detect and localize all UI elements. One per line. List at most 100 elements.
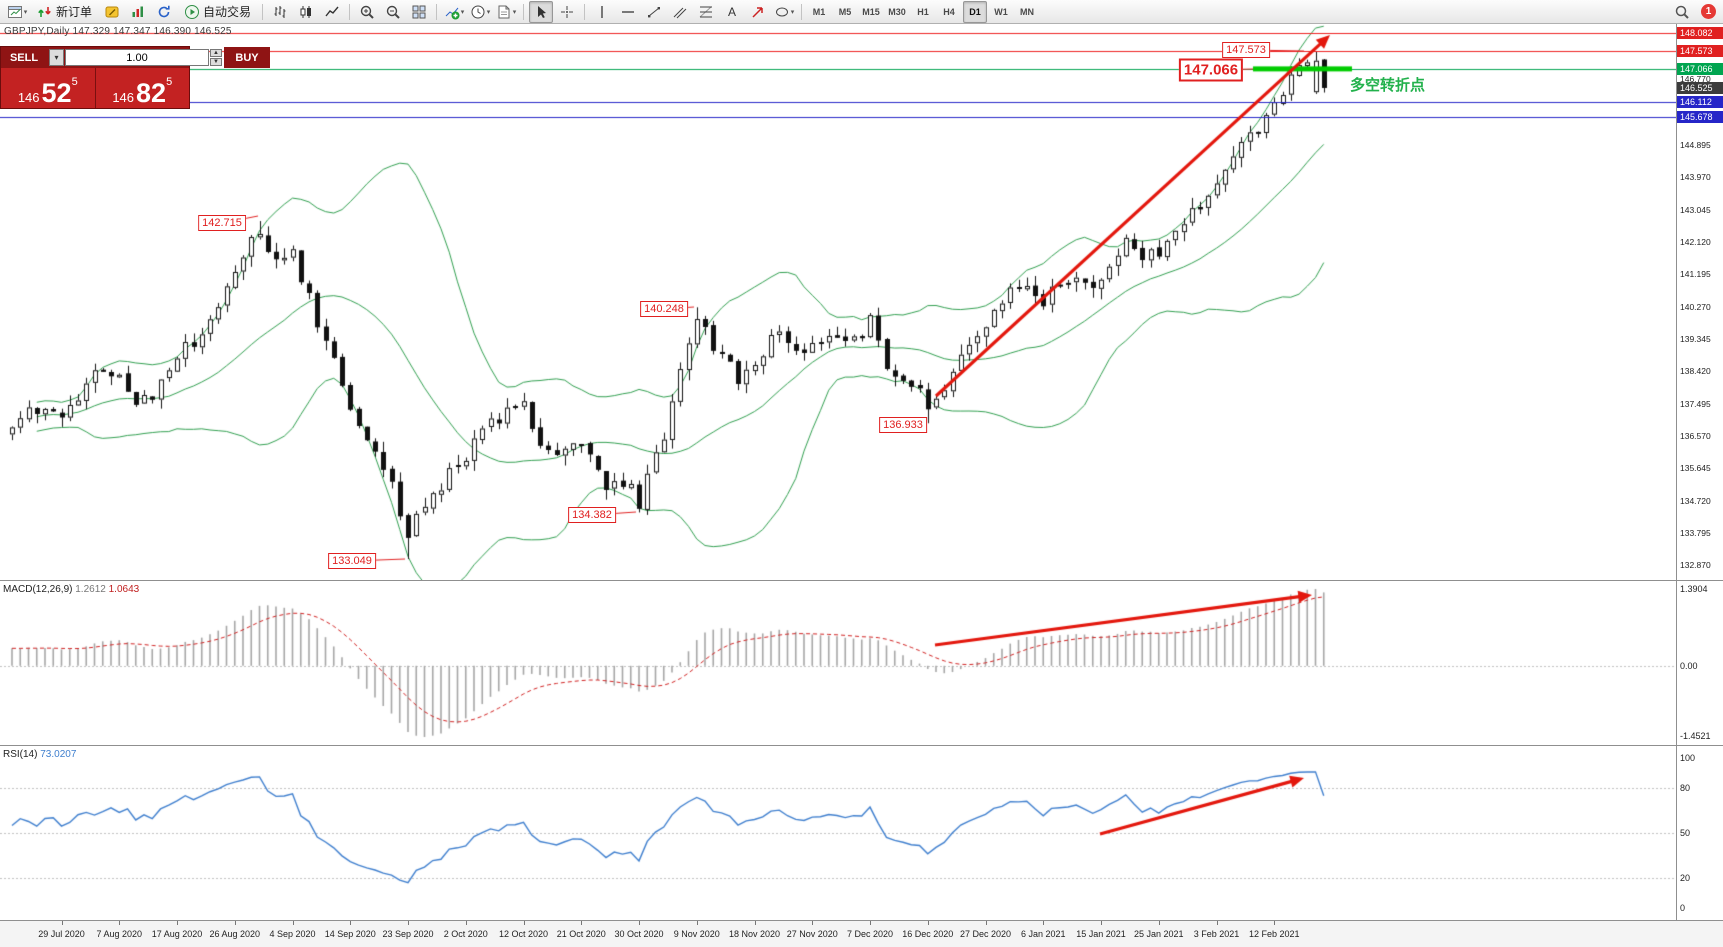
toolbar-separator bbox=[262, 3, 264, 20]
price-axis-label-144-895: 144.895 bbox=[1680, 139, 1711, 150]
timeframe-m1-button[interactable]: M1 bbox=[812, 6, 826, 17]
price-axis-label-143-045: 143.045 bbox=[1680, 204, 1711, 215]
time-tick bbox=[235, 921, 236, 925]
rsi-label: RSI(14) 73.0207 bbox=[3, 749, 76, 760]
date-label: 6 Jan 2021 bbox=[1020, 929, 1066, 939]
new-order-button[interactable]: 新订单 bbox=[31, 1, 98, 23]
price-axis-label-147-066: 147.066 bbox=[1677, 62, 1723, 75]
shapes-button[interactable]: ▾ bbox=[772, 1, 796, 23]
cursor-icon bbox=[533, 4, 549, 20]
timeframe-m5-button[interactable]: M5 bbox=[838, 6, 852, 17]
refresh-button[interactable] bbox=[152, 1, 176, 23]
price-scale[interactable]: 148.082 147.573 147.066 146.770 146.525 146.1… bbox=[1676, 24, 1723, 580]
zoom-in-button[interactable] bbox=[355, 1, 379, 23]
date-label: 26 Aug 2020 bbox=[209, 929, 261, 939]
date-label: 7 Dec 2020 bbox=[846, 929, 894, 939]
chart-window: GBPJPY,Daily 147.329 147.347 146.390 146… bbox=[0, 24, 1723, 947]
dropdown-arrow-icon: ▾ bbox=[23, 8, 28, 16]
indicators-button[interactable]: ▾ bbox=[442, 1, 466, 23]
date-label: 4 Sep 2020 bbox=[269, 929, 316, 939]
time-tick bbox=[466, 921, 467, 925]
horizontal-line-button[interactable] bbox=[616, 1, 640, 23]
bar-chart-mode-button[interactable] bbox=[268, 1, 292, 23]
cursor-button[interactable] bbox=[529, 0, 554, 23]
vertical-line-button[interactable] bbox=[590, 1, 614, 23]
macd-canvas[interactable] bbox=[0, 581, 1676, 745]
new-order-label: 新订单 bbox=[56, 5, 93, 19]
rsi-axis-label-0: 0 bbox=[1680, 903, 1686, 913]
market-watch-button[interactable] bbox=[126, 1, 150, 23]
templates-button[interactable]: ▾ bbox=[494, 1, 518, 23]
trendline-icon bbox=[646, 4, 662, 20]
sell-price-pips: 52 bbox=[41, 78, 72, 109]
new-chart-button[interactable]: ▾ bbox=[5, 1, 29, 23]
time-tick bbox=[870, 921, 871, 925]
line-mode-icon bbox=[324, 4, 340, 20]
time-tick bbox=[350, 921, 351, 925]
autotrading-button[interactable]: 自动交易 bbox=[178, 1, 257, 23]
buy-button[interactable]: BUY bbox=[224, 47, 270, 68]
candlestick-mode-button[interactable] bbox=[294, 1, 318, 23]
notifications-badge[interactable]: 1 bbox=[1701, 4, 1716, 19]
price-axis-label-141-195: 141.195 bbox=[1680, 269, 1711, 280]
price-chart-canvas[interactable] bbox=[0, 24, 1676, 580]
date-label: 2 Oct 2020 bbox=[443, 929, 488, 939]
date-label: 21 Oct 2020 bbox=[556, 929, 606, 939]
line-chart-mode-button[interactable] bbox=[320, 1, 344, 23]
zoom-out-button[interactable] bbox=[381, 1, 405, 23]
volume-spinner[interactable]: ▲ ▼ bbox=[210, 49, 222, 66]
timeframe-h1-button[interactable]: H1 bbox=[917, 6, 929, 17]
arrows-tool-button[interactable] bbox=[746, 1, 770, 23]
timeframe-w1-button[interactable]: W1 bbox=[994, 6, 1008, 17]
sell-price[interactable]: 146 52 5 bbox=[1, 68, 95, 108]
spin-down-icon[interactable]: ▼ bbox=[210, 58, 222, 66]
zoom-out-icon bbox=[385, 4, 401, 20]
sell-button[interactable]: SELL bbox=[1, 47, 47, 68]
time-tick bbox=[697, 921, 698, 925]
label-134-382[interactable]: 134.382 bbox=[568, 507, 616, 523]
order-arrows-icon bbox=[37, 4, 53, 20]
turning-point-text[interactable]: 多空转折点 bbox=[1350, 77, 1426, 94]
crosshair-button[interactable] bbox=[555, 1, 579, 23]
volume-dropdown-button[interactable]: ▾ bbox=[49, 49, 64, 66]
time-tick bbox=[408, 921, 409, 925]
date-label: 23 Sep 2020 bbox=[382, 929, 434, 939]
periods-button[interactable]: ▾ bbox=[468, 1, 492, 23]
time-scale[interactable]: 29 Jul 2020 7 Aug 2020 17 Aug 2020 26 Aug 2… bbox=[0, 920, 1723, 947]
macd-label: MACD(12,26,9) 1.2612 1.0643 bbox=[3, 584, 139, 595]
label-147-573[interactable]: 147.573 bbox=[1222, 42, 1270, 58]
time-tick bbox=[293, 921, 294, 925]
label-133-049[interactable]: 133.049 bbox=[328, 553, 376, 569]
equidistant-channel-button[interactable] bbox=[668, 1, 692, 23]
tile-windows-button[interactable] bbox=[407, 1, 431, 23]
macd-scale[interactable]: 1.3904 0.00 -1.4521 bbox=[1676, 581, 1723, 745]
time-tick bbox=[119, 921, 120, 925]
spin-up-icon[interactable]: ▲ bbox=[210, 49, 222, 57]
toolbar: ▾ 新订单 自动交易 ▾ ▾ ▾ A ▾ M1 M5 M15 M30 H1 H4 D1 W1 MN 1 bbox=[0, 0, 1723, 24]
time-tick bbox=[986, 921, 987, 925]
timeframe-mn-button[interactable]: MN bbox=[1020, 6, 1035, 17]
search-button[interactable] bbox=[1670, 1, 1694, 23]
svg-text:A: A bbox=[728, 5, 736, 19]
buy-price[interactable]: 146 82 5 bbox=[94, 68, 189, 108]
timeframe-m15-button[interactable]: M15 bbox=[862, 6, 880, 17]
timeframe-d1-button[interactable]: D1 bbox=[963, 0, 988, 23]
fibonacci-retracement-button[interactable] bbox=[694, 1, 718, 23]
macd-name: MACD(12,26,9) bbox=[3, 584, 73, 595]
trendline-button[interactable] bbox=[642, 1, 666, 23]
label-147-066[interactable]: 147.066 bbox=[1178, 58, 1244, 82]
label-142-715[interactable]: 142.715 bbox=[198, 215, 246, 231]
metaeditor-button[interactable] bbox=[100, 1, 124, 23]
timeframe-m30-button[interactable]: M30 bbox=[888, 6, 906, 17]
label-140-248[interactable]: 140.248 bbox=[640, 301, 688, 317]
rsi-scale[interactable]: 100 80 50 20 0 bbox=[1676, 746, 1723, 920]
volume-input[interactable] bbox=[65, 49, 209, 66]
rsi-name: RSI(14) bbox=[3, 749, 38, 760]
rsi-panel: RSI(14) 73.0207 100 80 50 20 0 bbox=[0, 745, 1723, 920]
text-label-button[interactable]: A bbox=[720, 1, 744, 23]
label-136-933[interactable]: 136.933 bbox=[879, 417, 927, 433]
rsi-canvas[interactable] bbox=[0, 746, 1676, 920]
timeframe-h4-button[interactable]: H4 bbox=[943, 6, 955, 17]
date-label: 27 Dec 2020 bbox=[959, 929, 1012, 939]
date-label: 15 Jan 2021 bbox=[1076, 929, 1126, 939]
